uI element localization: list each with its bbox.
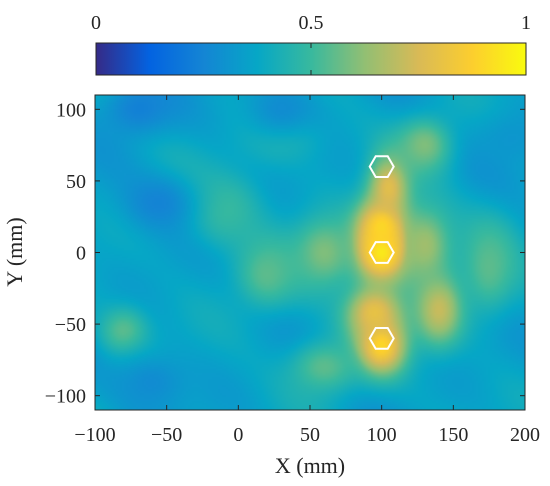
x-tick-label: 50 <box>300 424 320 446</box>
hexagon-marker <box>368 327 395 350</box>
x-tick-label: 100 <box>367 424 397 446</box>
marker-layer <box>368 155 395 350</box>
colorbar-gradient <box>95 42 527 76</box>
colorbar-ticks: 0 0.5 1 <box>91 12 531 75</box>
x-tick-label: −50 <box>151 424 182 446</box>
x-axis-ticks: −100 −50 0 50 100 150 200 <box>74 95 540 446</box>
colorbar-tick-label: 0 <box>91 12 101 34</box>
y-tick-label: 100 <box>56 99 86 121</box>
x-tick-label: 0 <box>233 424 243 446</box>
heatmap-image <box>95 95 525 410</box>
x-tick-label: 150 <box>438 424 468 446</box>
y-axis-ticks: 100 50 0 −50 −100 <box>45 99 525 408</box>
hexagon-marker <box>368 155 395 178</box>
x-tick-label: 200 <box>510 424 540 446</box>
colorbar: 0 0.5 1 <box>91 12 531 76</box>
y-tick-label: 0 <box>76 243 86 265</box>
y-tick-label: 50 <box>66 171 86 193</box>
y-tick-label: −50 <box>55 314 86 336</box>
plot-area: −100 −50 0 50 100 150 200 100 50 0 −50 −100 <box>45 94 540 446</box>
y-axis-label: Y (mm) <box>2 217 27 286</box>
x-axis-label: X (mm) <box>275 453 345 478</box>
hexagon-marker <box>368 241 395 264</box>
colorbar-tick-label: 1 <box>521 12 531 34</box>
colorbar-tick-label: 0.5 <box>299 12 324 34</box>
x-tick-label: −100 <box>74 424 115 446</box>
y-tick-label: −100 <box>45 386 86 408</box>
